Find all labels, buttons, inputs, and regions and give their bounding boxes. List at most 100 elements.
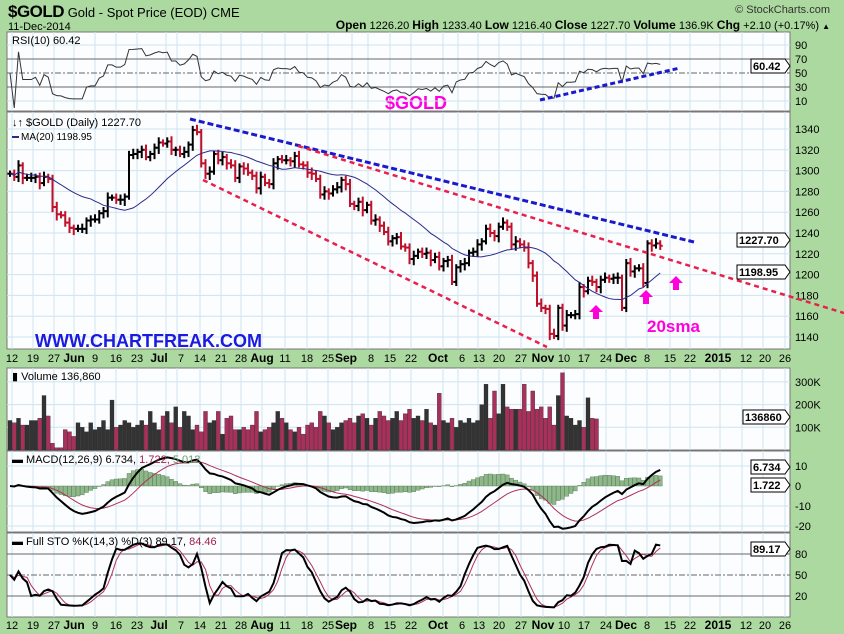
macd-histogram-bar	[160, 475, 166, 487]
volume-bar	[139, 420, 144, 451]
x-axis-label: 11	[279, 620, 290, 632]
volume-bar	[224, 418, 229, 451]
volume-bar	[267, 427, 272, 451]
macd-histogram-bar	[386, 485, 391, 494]
volume-bar	[16, 418, 21, 451]
volume-bar	[288, 429, 293, 451]
x-axis-label: 19	[27, 620, 39, 632]
volume-bar	[250, 424, 255, 451]
macd-histogram-value: 5.012	[173, 454, 201, 466]
x-axis-label: 22	[405, 353, 417, 365]
volume-bar	[547, 406, 552, 451]
macd-histogram-bar	[449, 485, 455, 487]
volume-bar	[390, 418, 395, 451]
volume-bar	[335, 427, 340, 451]
x-axis-label: 27	[515, 353, 527, 365]
volume-bar	[109, 399, 115, 451]
volume-bar	[581, 427, 586, 451]
macd-histogram-bar	[143, 470, 149, 487]
volume-bar	[496, 413, 501, 451]
volume-bar	[305, 424, 310, 451]
volume-bar	[33, 420, 38, 451]
x-axis-label: Nov	[532, 351, 555, 365]
volume-bar	[63, 429, 68, 451]
signal-badge: 1.722	[753, 480, 781, 492]
macd-histogram-bar	[199, 485, 204, 489]
macd-histogram-bar	[598, 475, 603, 487]
up-arrow-icon	[669, 276, 683, 290]
x-axis-label: 18	[301, 620, 313, 632]
volume-bar	[509, 408, 514, 451]
price-bar	[657, 240, 663, 250]
rsi-badge: 60.42	[753, 61, 781, 73]
open-value: 1226.20	[369, 20, 410, 32]
volume-bar	[24, 424, 30, 451]
stockcharts-copyright[interactable]: © StockCharts.com	[735, 4, 830, 16]
price-legend: ↓↑ $GOLD (Daily) 1227.70	[12, 117, 141, 129]
volume-bar	[352, 422, 357, 451]
macd-badge: 6.734	[753, 462, 781, 474]
volume-bar	[160, 415, 166, 451]
macd-histogram-bar	[169, 479, 174, 487]
macd-histogram-bar	[118, 478, 123, 487]
volume-label: Volume	[633, 18, 676, 32]
macd-signal-line	[9, 461, 661, 522]
macd-legend: ▬ MACD(12,26,9) 6.734, 1.722, 5.012	[12, 454, 200, 466]
macd-histogram-bar	[80, 485, 85, 496]
volume-bar	[411, 418, 416, 451]
last-close-badge-box	[736, 232, 791, 248]
x-axis-label: 22	[405, 620, 417, 632]
x-axis-label: 23	[131, 353, 143, 365]
volume-bar	[513, 408, 518, 451]
x-axis-label: 15	[384, 620, 396, 632]
macd-axis-label: 10	[795, 461, 807, 473]
volume-bar	[360, 413, 365, 451]
macd-histogram-bar	[186, 485, 191, 487]
volume-axis-label: 200K	[795, 400, 821, 412]
macd-histogram-bar	[445, 484, 450, 487]
up-arrow-icon	[589, 305, 603, 319]
macd-histogram-bar	[373, 485, 378, 492]
volume-bar	[530, 390, 535, 451]
macd-histogram-bar	[360, 485, 365, 492]
volume-bar	[364, 418, 370, 451]
macd-histogram-bar	[114, 478, 119, 487]
volume-bar	[186, 415, 191, 451]
macd-histogram-bar	[398, 485, 404, 493]
volume-bar	[573, 424, 578, 451]
sto-badge-box	[750, 541, 791, 557]
x-axis-label: 15	[384, 353, 396, 365]
macd-histogram-bar	[458, 484, 463, 487]
rsi-axis-label: 90	[795, 40, 807, 52]
close-value: 1227.70	[590, 20, 631, 32]
volume-bar	[454, 427, 459, 451]
volume-bar	[80, 427, 85, 451]
macd-histogram-bar	[88, 485, 93, 491]
volume-bar	[398, 420, 404, 451]
macd-histogram-bar	[326, 485, 331, 493]
volume-bar	[505, 406, 510, 451]
volume-bar	[165, 411, 170, 451]
macd-histogram-bar	[190, 483, 195, 487]
volume-bar	[220, 433, 225, 451]
sto-axis-label: 20	[795, 591, 807, 603]
macd-histogram-bar	[173, 481, 178, 487]
volume-bar	[420, 420, 425, 451]
volume-bar	[12, 422, 17, 451]
volume-bar	[258, 431, 263, 451]
x-axis-label: 14	[194, 620, 206, 632]
sto-axis-label: 50	[795, 570, 807, 582]
low-label: Low	[484, 18, 509, 32]
macd-histogram-bar	[403, 485, 408, 493]
macd-histogram-bar	[58, 485, 64, 495]
macd-histogram-bar	[194, 483, 200, 487]
x-axis-label: 10	[558, 353, 570, 365]
macd-histogram-bar	[381, 485, 387, 493]
macd-histogram-bar	[347, 485, 353, 490]
macd-histogram-bar	[466, 480, 472, 487]
macd-histogram-bar	[411, 485, 416, 492]
macd-histogram-bar	[262, 485, 268, 493]
macd-axis-label: 0	[795, 481, 801, 493]
macd-histogram-bar	[92, 485, 98, 489]
volume-bar	[50, 443, 55, 451]
